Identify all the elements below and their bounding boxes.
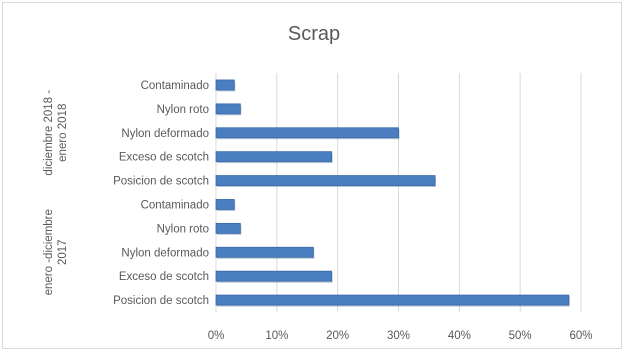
category-label: Posicion de scotch: [113, 295, 209, 307]
bar: [215, 222, 241, 234]
bar: [215, 270, 332, 282]
bar: [215, 199, 235, 210]
x-tick-label: 10%: [265, 330, 288, 342]
x-tick-label: 0%: [208, 330, 225, 342]
category-label: Exceso de scotch: [119, 271, 209, 283]
x-axis-ticks: 0% 10% 20% 30% 40% 50% 60%: [208, 330, 593, 342]
bars: [215, 79, 570, 307]
category-labels: Contaminado Nylon roto Nylon deformado Exce…: [113, 80, 209, 307]
x-tick-label: 50%: [509, 330, 532, 342]
x-tick-label: 60%: [569, 330, 592, 342]
bar: [215, 127, 399, 139]
bar: [215, 294, 570, 306]
bar: [215, 79, 235, 91]
chart-title: Scrap: [288, 23, 340, 45]
category-label: Nylon deformado: [121, 247, 209, 259]
category-label: Nylon roto: [157, 223, 209, 235]
group-label: enero -diciembre 2017: [43, 209, 69, 295]
group-label: diciembre 2018 - enero 2018: [43, 90, 69, 176]
group-labels: diciembre 2018 - enero 2018 enero -diciemb…: [43, 90, 69, 296]
x-tick-label: 40%: [448, 330, 471, 342]
category-label: Nylon deformado: [121, 128, 209, 140]
bar: [215, 175, 436, 186]
bar: [215, 151, 332, 163]
x-tick-label: 20%: [326, 330, 349, 342]
category-label: Contaminado: [141, 199, 209, 211]
bar: [215, 103, 241, 115]
x-tick-label: 30%: [387, 330, 410, 342]
category-label: Nylon roto: [157, 104, 209, 116]
bar: [215, 246, 314, 258]
category-label: Posicion de scotch: [113, 176, 209, 188]
category-label: Contaminado: [141, 80, 209, 92]
category-label: Exceso de scotch: [119, 152, 209, 164]
